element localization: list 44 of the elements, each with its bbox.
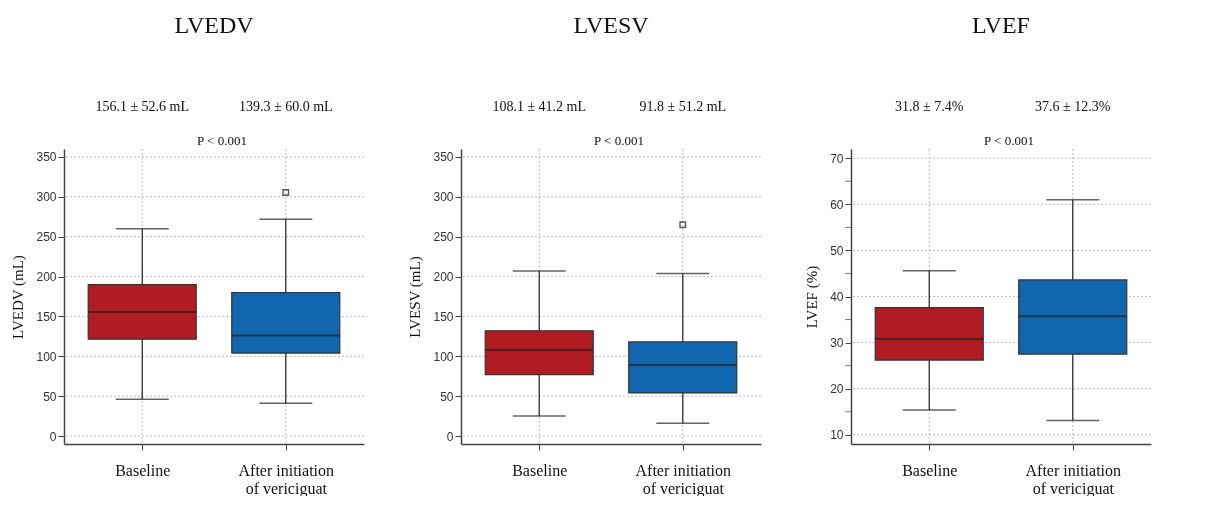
text: 108.1 ± 41.2 mL <box>492 99 587 114</box>
y-axis-title: LVEDV (mL) <box>10 255 28 339</box>
y-axis-title: LVESV (mL) <box>407 256 425 338</box>
text: 156.1 ± 52.6 mL <box>95 99 190 114</box>
y-tick-label: 50 <box>440 389 454 404</box>
text: P < 0.001 <box>197 133 247 148</box>
y-tick-label: 10 <box>830 428 844 443</box>
y-tick-label: 300 <box>433 190 454 205</box>
y-tick-label: 100 <box>433 349 454 364</box>
y-tick-label: 100 <box>36 349 57 364</box>
chart-title: LVESV <box>573 12 650 38</box>
y-tick-label: 30 <box>830 336 844 351</box>
y-tick-label: 200 <box>36 270 57 285</box>
y-tick-label: 150 <box>433 309 454 324</box>
x-tick-label: Baseline <box>512 461 568 479</box>
x-tick-label: After initiation of vericiguat <box>1025 461 1122 498</box>
text: P < 0.001 <box>984 133 1034 148</box>
text: 139.3 ± 60.0 mL <box>238 99 333 114</box>
text: P < 0.001 <box>594 133 644 148</box>
y-tick-label: 250 <box>433 230 454 245</box>
y-tick-label: 250 <box>36 230 57 245</box>
x-tick-label: Baseline <box>115 461 171 479</box>
chart-title: LVEF <box>972 12 1030 38</box>
x-tick-label: After initiation of vericiguat <box>238 461 335 498</box>
x-tick-label: After initiation of vericiguat <box>635 461 732 498</box>
y-tick-label: 350 <box>433 150 454 165</box>
y-tick-label: 50 <box>43 389 57 404</box>
y-axis-title: LVEF (%) <box>804 265 822 329</box>
y-tick-label: 20 <box>830 382 844 397</box>
y-tick-label: 0 <box>446 429 454 444</box>
y-tick-label: 150 <box>36 309 57 324</box>
y-tick-label: 350 <box>36 150 57 165</box>
text: 91.8 ± 51.2 mL <box>639 99 727 114</box>
text: 31.8 ± 7.4% <box>895 99 964 114</box>
y-tick-label: 0 <box>49 429 57 444</box>
y-tick-label: 200 <box>433 270 454 285</box>
y-tick-label: 50 <box>830 243 844 258</box>
chart-title: LVEDV <box>174 12 255 38</box>
x-tick-label: Baseline <box>902 461 958 479</box>
y-tick-label: 300 <box>36 190 57 205</box>
y-tick-label: 60 <box>830 197 844 212</box>
y-tick-label: 70 <box>830 151 844 166</box>
text: 37.6 ± 12.3% <box>1035 99 1111 114</box>
y-tick-label: 40 <box>830 290 844 304</box>
